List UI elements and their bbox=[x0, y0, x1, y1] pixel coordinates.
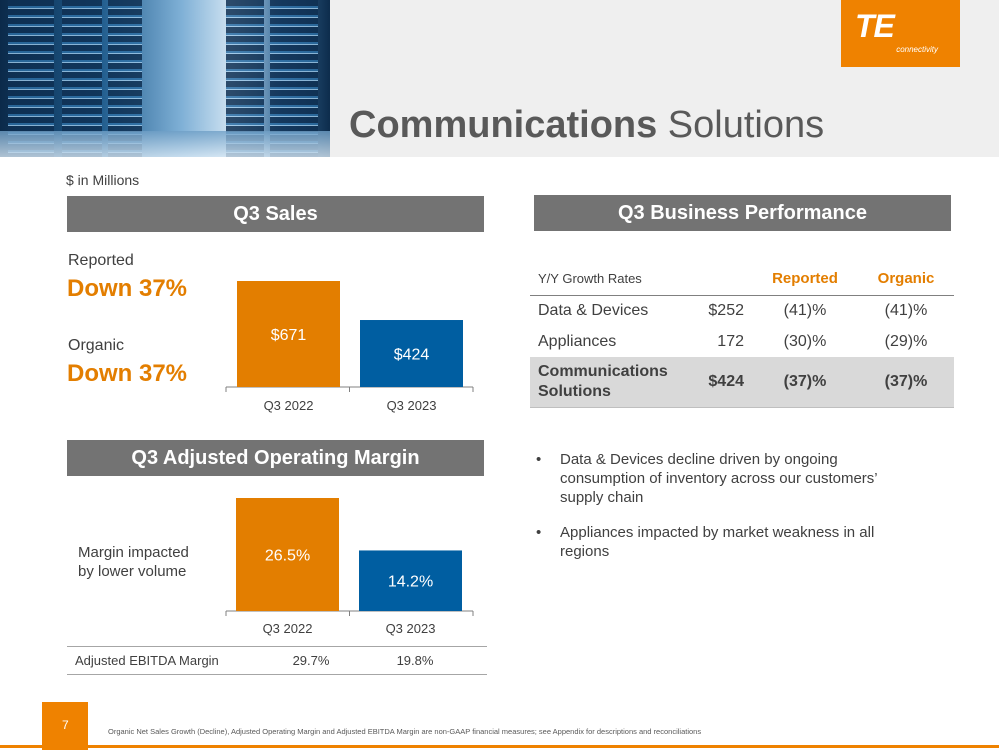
row-sales: $252 bbox=[708, 301, 744, 319]
bullet-text: Data & Devices decline driven by ongoing… bbox=[560, 451, 878, 506]
total-organic: (37)% bbox=[858, 357, 954, 408]
page-number: 7 bbox=[62, 718, 69, 732]
table-total-row: Communications Solutions $424 (37)% (37)… bbox=[530, 357, 954, 408]
x-tick-label: Q3 2023 bbox=[386, 621, 436, 636]
margin-heading: Q3 Adjusted Operating Margin bbox=[67, 440, 484, 476]
performance-table: Y/Y Growth Rates Reported Organic Data &… bbox=[530, 262, 954, 408]
ebitda-value-2022: 29.7% bbox=[249, 646, 373, 675]
bullet-item: • Appliances impacted by market weakness … bbox=[536, 523, 916, 561]
footnote: Organic Net Sales Growth (Decline), Adju… bbox=[108, 727, 702, 736]
sales-heading: Q3 Sales bbox=[67, 196, 484, 232]
total-sales: $424 bbox=[688, 357, 752, 408]
row-name: Data & Devices bbox=[538, 301, 649, 319]
bar bbox=[359, 550, 462, 611]
page-title-rest: Solutions bbox=[657, 104, 825, 146]
col-reported: Reported bbox=[752, 262, 858, 296]
col-organic: Organic bbox=[858, 262, 954, 296]
header-photo-server-room bbox=[0, 0, 330, 157]
logo-subtext: connectivity bbox=[896, 45, 938, 54]
bullet-item: • Data & Devices decline driven by ongoin… bbox=[536, 450, 916, 507]
performance-heading: Q3 Business Performance bbox=[534, 195, 951, 231]
row-organic: (41)% bbox=[884, 301, 928, 319]
row-name: Appliances bbox=[538, 332, 617, 350]
row-reported: (41)% bbox=[783, 301, 827, 319]
commentary-bullets: • Data & Devices decline driven by ongoin… bbox=[536, 450, 916, 577]
margin-note: Margin impacted by lower volume bbox=[78, 543, 189, 581]
total-name-line1: Communications bbox=[538, 362, 668, 380]
x-tick-label: Q3 2022 bbox=[263, 621, 313, 636]
table-row: Appliances 172 (30)% (29)% bbox=[530, 326, 954, 357]
reported-value: Down 37% bbox=[67, 275, 188, 302]
reported-label: Reported bbox=[68, 252, 134, 269]
performance-header-row: Y/Y Growth Rates Reported Organic bbox=[530, 262, 954, 296]
total-name: Communications Solutions bbox=[530, 357, 688, 408]
page-title: Communications Solutions bbox=[349, 104, 824, 147]
footer-rule bbox=[0, 745, 999, 748]
logo-text: TE bbox=[855, 8, 895, 44]
bar-value-label: 26.5% bbox=[265, 548, 310, 565]
ebitda-value-2023: 19.8% bbox=[373, 646, 487, 675]
x-tick-label: Q3 2023 bbox=[387, 398, 437, 413]
units-note: $ in Millions bbox=[66, 172, 140, 188]
row-reported: (30)% bbox=[783, 332, 827, 350]
margin-note-line1: Margin impacted bbox=[78, 544, 189, 561]
organic-label: Organic bbox=[68, 337, 125, 354]
bullet-dot: • bbox=[536, 451, 542, 468]
table-row: Data & Devices $252 (41)% (41)% bbox=[530, 295, 954, 326]
row-sales: 172 bbox=[717, 332, 744, 350]
page-title-bold: Communications bbox=[349, 104, 658, 146]
bar bbox=[360, 320, 463, 387]
bar bbox=[237, 281, 340, 387]
bar-value-label: $424 bbox=[394, 347, 430, 364]
total-reported: (37)% bbox=[752, 357, 858, 408]
bullet-text: Appliances impacted by market weakness i… bbox=[560, 524, 875, 560]
organic-value: Down 37% bbox=[67, 360, 188, 387]
te-connectivity-logo: TE connectivity bbox=[841, 0, 960, 67]
ebitda-row: Adjusted EBITDA Margin 29.7% 19.8% bbox=[67, 646, 487, 675]
page-number-box: 7 bbox=[42, 702, 88, 750]
ebitda-table: Adjusted EBITDA Margin 29.7% 19.8% bbox=[67, 646, 487, 675]
ebitda-label: Adjusted EBITDA Margin bbox=[67, 646, 249, 675]
col-label: Y/Y Growth Rates bbox=[530, 262, 688, 296]
x-tick-label: Q3 2022 bbox=[264, 398, 314, 413]
row-organic: (29)% bbox=[884, 332, 928, 350]
bar bbox=[236, 498, 339, 611]
bar-value-label: 14.2% bbox=[388, 574, 433, 591]
margin-note-line2: by lower volume bbox=[78, 563, 187, 580]
total-name-line2: Solutions bbox=[538, 382, 611, 400]
bullet-dot: • bbox=[536, 524, 542, 541]
bar-value-label: $671 bbox=[271, 327, 307, 344]
